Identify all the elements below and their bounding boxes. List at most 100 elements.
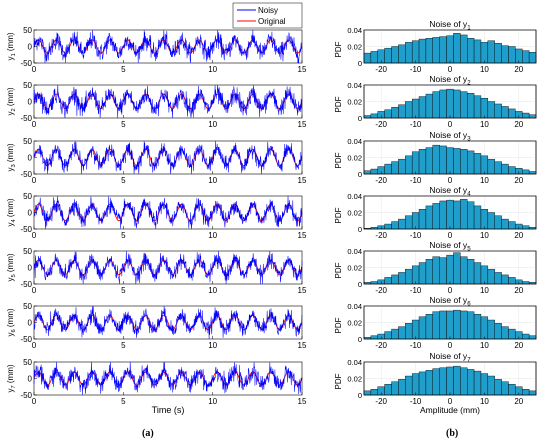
- x-tick-label: -20: [375, 120, 387, 129]
- histogram-bar: [439, 145, 447, 175]
- y-tick-label: -50: [20, 280, 32, 289]
- y-tick-label: 0.02: [347, 209, 362, 218]
- histogram-bar: [501, 381, 509, 396]
- histogram-bar: [418, 371, 427, 396]
- y-tick-label: 50: [23, 26, 32, 35]
- y-tick-label: 0.04: [347, 247, 362, 256]
- histogram-bar: [391, 274, 399, 285]
- x-tick-label: 10: [208, 286, 217, 295]
- y-tick-label: 0.04: [347, 81, 362, 90]
- x-tick-label: 20: [514, 120, 523, 129]
- histogram-bar: [405, 323, 413, 340]
- histogram-bar: [439, 36, 447, 64]
- histogram-bar: [453, 365, 461, 396]
- histogram-bar: [480, 155, 489, 175]
- x-tick-label: 0: [32, 65, 37, 74]
- y-tick-label: 50: [23, 302, 32, 311]
- caption-panel-b: (b): [446, 428, 459, 439]
- x-tick-label: 15: [298, 176, 307, 185]
- histogram-bar: [480, 373, 489, 396]
- x-tick-label: 10: [480, 176, 489, 185]
- histogram-bar: [411, 151, 420, 175]
- histogram-bar: [446, 35, 454, 64]
- histogram-bar: [391, 46, 399, 64]
- x-tick-label: 5: [121, 397, 126, 406]
- histogram-bar: [522, 333, 530, 340]
- y-axis-label: PDF: [334, 41, 343, 57]
- x-tick-label: 0: [448, 231, 453, 240]
- histogram-bar: [432, 144, 440, 175]
- y-tick-label: 50: [23, 137, 32, 146]
- histogram-bar: [418, 208, 427, 230]
- y-axis-label: PDF: [334, 262, 343, 278]
- histogram-title: Noise of y5: [429, 240, 471, 252]
- histogram-bar: [439, 89, 447, 119]
- y-axis-label: y5 (mm): [6, 253, 17, 281]
- histogram-bar: [467, 369, 475, 396]
- histogram-bar: [370, 113, 378, 119]
- histogram-bar: [425, 205, 434, 230]
- y-tick-label: 0: [358, 225, 362, 234]
- histogram-bar: [473, 153, 482, 175]
- histogram-bar: [522, 50, 530, 64]
- histogram-bar: [494, 323, 502, 340]
- y-tick-label: 50: [23, 81, 32, 90]
- histogram-bar: [494, 215, 502, 230]
- x-tick-label: 15: [298, 65, 307, 74]
- y-tick-label: 0: [28, 264, 33, 273]
- x-tick-label: 10: [208, 120, 217, 129]
- histogram-title: Noise of y1: [429, 19, 471, 31]
- y-tick-label: 0: [28, 43, 33, 52]
- histogram-bar: [418, 96, 427, 119]
- x-tick-label: 10: [480, 286, 489, 295]
- x-tick-label: 0: [32, 120, 37, 129]
- y-tick-label: 0.02: [347, 154, 362, 163]
- y-tick-label: 0.04: [347, 192, 362, 201]
- histogram-bar: [480, 42, 489, 64]
- histogram-bar: [453, 252, 461, 285]
- x-tick-label: 20: [514, 397, 523, 406]
- series-line-noisy: [33, 361, 303, 396]
- x-tick-label: -20: [375, 176, 387, 185]
- y-tick-label: 0: [358, 391, 362, 400]
- histogram-bar: [439, 200, 447, 230]
- y-axis-label: y6 (mm): [6, 308, 17, 336]
- y-tick-label: 0: [358, 59, 362, 68]
- series-line-noisy: [33, 195, 303, 230]
- y-tick-label: 0.02: [347, 375, 362, 384]
- y-tick-label: -50: [20, 114, 32, 123]
- histogram-bar: [439, 367, 447, 396]
- histogram-bar: [411, 40, 420, 64]
- histogram-bar: [501, 45, 509, 64]
- x-tick-label: 10: [208, 397, 217, 406]
- histogram-bar: [522, 225, 530, 230]
- y-tick-label: 0: [28, 98, 33, 107]
- histogram-bar: [432, 91, 440, 119]
- histogram-bar: [398, 272, 406, 285]
- y-tick-label: 0: [358, 280, 362, 289]
- x-tick-label: -10: [410, 65, 422, 74]
- histogram-bar: [494, 379, 502, 396]
- histogram-bar: [453, 33, 461, 64]
- y-axis-label: PDF: [334, 373, 343, 389]
- y-axis-label: y4 (mm): [6, 198, 17, 226]
- y-axis-label: y3 (mm): [6, 143, 17, 171]
- histogram-bar: [418, 149, 427, 175]
- histogram-bar: [411, 319, 420, 340]
- histogram-panel-y3: 0 0.02 0.04 -20 -10 0 10 20 PDF Noise of y3: [334, 130, 537, 185]
- y-axis-label: PDF: [334, 96, 343, 112]
- histogram-bar: [460, 367, 468, 396]
- histogram-bar: [398, 104, 406, 119]
- histogram-bar: [460, 149, 468, 175]
- histogram-bar: [494, 43, 502, 64]
- histogram-bar: [508, 221, 516, 230]
- y-tick-label: -50: [20, 59, 32, 68]
- histogram-bar: [453, 200, 461, 230]
- x-axis-label: Time (s): [152, 405, 185, 415]
- histogram-bar: [411, 373, 420, 396]
- histogram-bar: [439, 257, 447, 285]
- histogram-bar: [508, 328, 516, 340]
- histogram-bar: [446, 366, 454, 396]
- x-tick-label: 0: [448, 341, 453, 350]
